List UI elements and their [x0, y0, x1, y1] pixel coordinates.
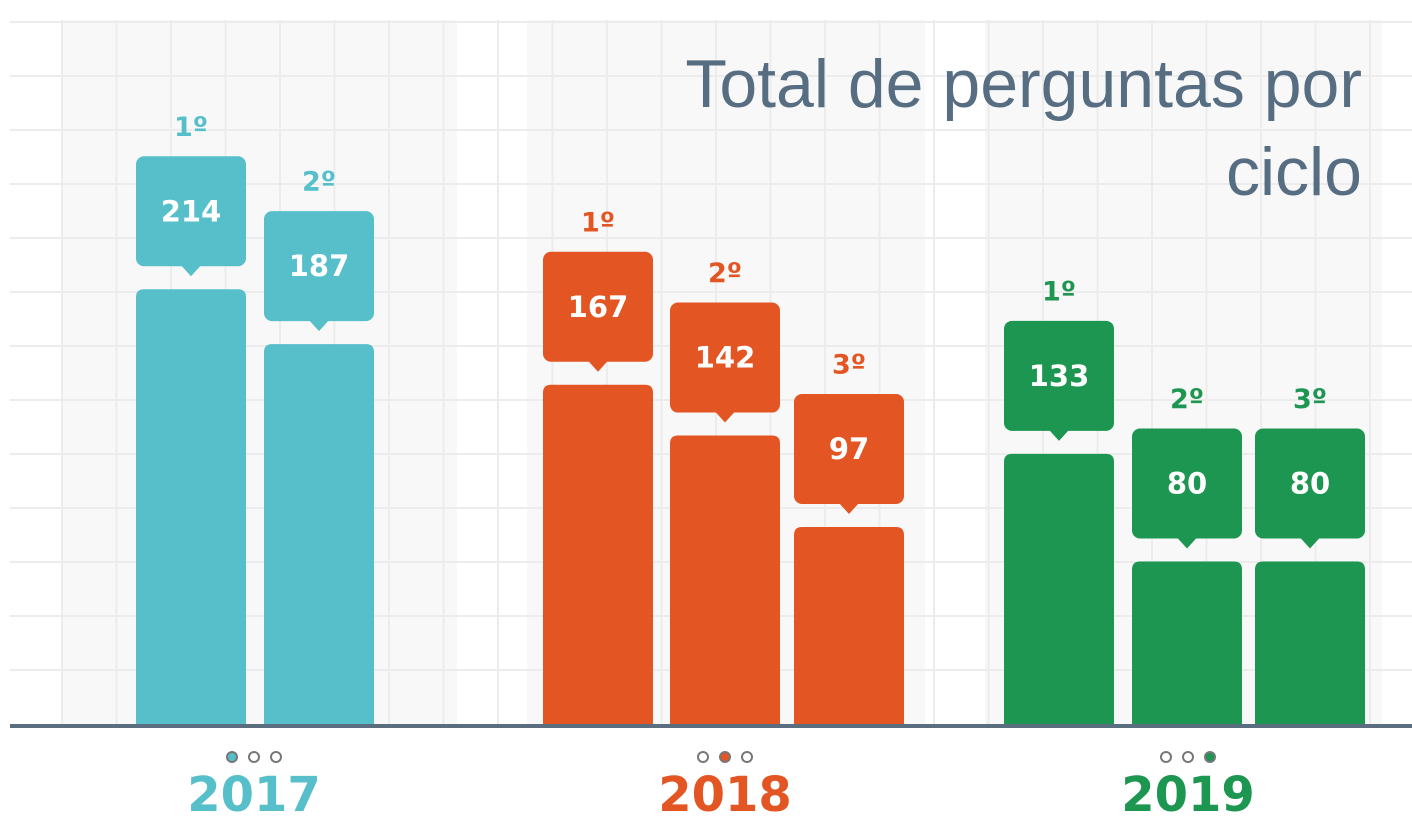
category-label: 2º — [1170, 384, 1204, 415]
callout-pointer — [1300, 537, 1320, 549]
category-label: 1º — [1042, 276, 1076, 307]
category-label: 2º — [302, 167, 336, 198]
callout-pointer — [181, 265, 201, 277]
bar — [1255, 561, 1365, 724]
callout-pointer — [1049, 429, 1069, 441]
callout — [264, 211, 374, 322]
callout — [670, 302, 780, 413]
page-dot — [226, 751, 238, 763]
group-label: 2018 — [658, 767, 792, 818]
bar — [1132, 561, 1242, 724]
bar — [264, 344, 374, 724]
bar — [136, 289, 246, 724]
callout-pointer — [588, 360, 608, 372]
value-label: 80 — [1290, 466, 1330, 500]
page-dot — [741, 751, 753, 763]
callout-pointer — [839, 502, 859, 514]
callout-pointer — [1177, 537, 1197, 549]
category-label: 1º — [174, 112, 208, 143]
category-label: 1º — [581, 207, 615, 238]
page-dot — [270, 751, 282, 763]
callout — [136, 156, 246, 267]
value-label: 214 — [161, 194, 222, 228]
value-label: 80 — [1167, 466, 1207, 500]
callout-pointer — [715, 411, 735, 423]
value-label: 97 — [829, 432, 869, 466]
panel — [62, 20, 457, 724]
page-dot — [1182, 751, 1194, 763]
bar — [794, 526, 904, 724]
category-label: 2º — [708, 258, 742, 289]
page-dot — [697, 751, 709, 763]
value-label: 187 — [289, 249, 350, 283]
value-label: 167 — [568, 290, 629, 324]
value-label: 142 — [695, 341, 756, 375]
page-dot — [248, 751, 260, 763]
callout-pointer — [309, 320, 329, 332]
callout — [1132, 428, 1242, 539]
callout — [1004, 320, 1114, 431]
category-label: 3º — [832, 349, 866, 380]
bar — [670, 435, 780, 724]
page-dot — [1160, 751, 1172, 763]
group-label: 2017 — [187, 767, 321, 818]
callout — [794, 393, 904, 504]
bar — [543, 384, 653, 724]
value-label: 133 — [1029, 359, 1090, 393]
callout — [543, 251, 653, 362]
callout — [1255, 428, 1365, 539]
chart-title: Total de perguntas por ciclo — [685, 46, 1362, 210]
category-label: 3º — [1293, 384, 1327, 415]
bar — [1004, 453, 1114, 724]
page-dot — [1204, 751, 1216, 763]
group-label: 2019 — [1121, 767, 1255, 818]
page-dot — [719, 751, 731, 763]
